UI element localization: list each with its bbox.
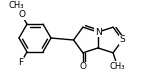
- Text: CH₃: CH₃: [8, 1, 24, 10]
- Text: O: O: [79, 62, 86, 71]
- Text: O: O: [18, 10, 25, 19]
- Text: N: N: [95, 28, 101, 37]
- Text: F: F: [19, 58, 24, 67]
- Text: S: S: [119, 36, 125, 44]
- Text: CH₃: CH₃: [110, 62, 125, 71]
